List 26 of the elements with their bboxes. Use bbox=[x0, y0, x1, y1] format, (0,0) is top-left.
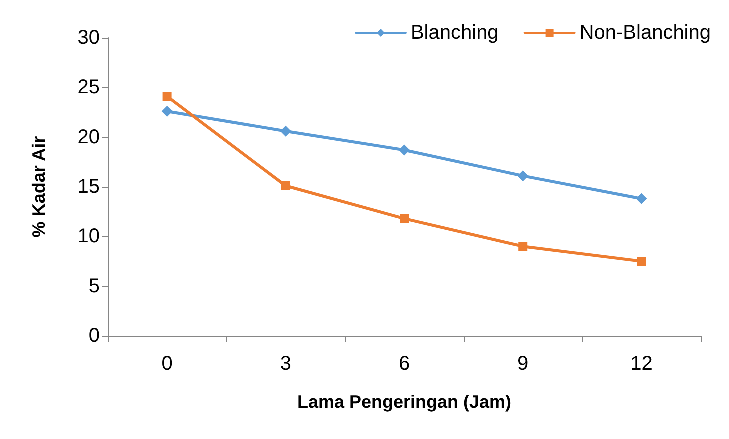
point bbox=[518, 170, 529, 182]
y-tick-label: 15 bbox=[78, 176, 100, 198]
point bbox=[162, 92, 172, 102]
y-tick-label: 30 bbox=[78, 27, 100, 49]
x-tick-label: 0 bbox=[162, 353, 173, 375]
legend-label: Blanching bbox=[410, 22, 499, 44]
y-tick-label: 25 bbox=[78, 76, 100, 99]
point bbox=[400, 214, 409, 224]
x-tick-label: 12 bbox=[630, 353, 653, 375]
point bbox=[281, 182, 290, 191]
point bbox=[518, 242, 528, 252]
x-tick-label: 9 bbox=[518, 353, 529, 375]
y-tick-label: 10 bbox=[78, 226, 100, 248]
x-tick-label: 3 bbox=[280, 353, 292, 375]
point bbox=[280, 126, 292, 137]
point bbox=[162, 106, 173, 118]
x-axis-title: Lama Pengeringan (Jam) bbox=[297, 392, 512, 412]
point bbox=[636, 193, 648, 204]
y-tick-label: 20 bbox=[78, 126, 100, 148]
y-tick-label: 0 bbox=[88, 325, 100, 347]
y-axis-title: % Kadar Air bbox=[29, 136, 49, 238]
point bbox=[637, 257, 646, 266]
x-tick-label: 6 bbox=[398, 353, 410, 375]
legend-label: Non-Blanching bbox=[580, 22, 712, 44]
point bbox=[399, 144, 410, 156]
y-tick-label: 5 bbox=[88, 275, 100, 298]
